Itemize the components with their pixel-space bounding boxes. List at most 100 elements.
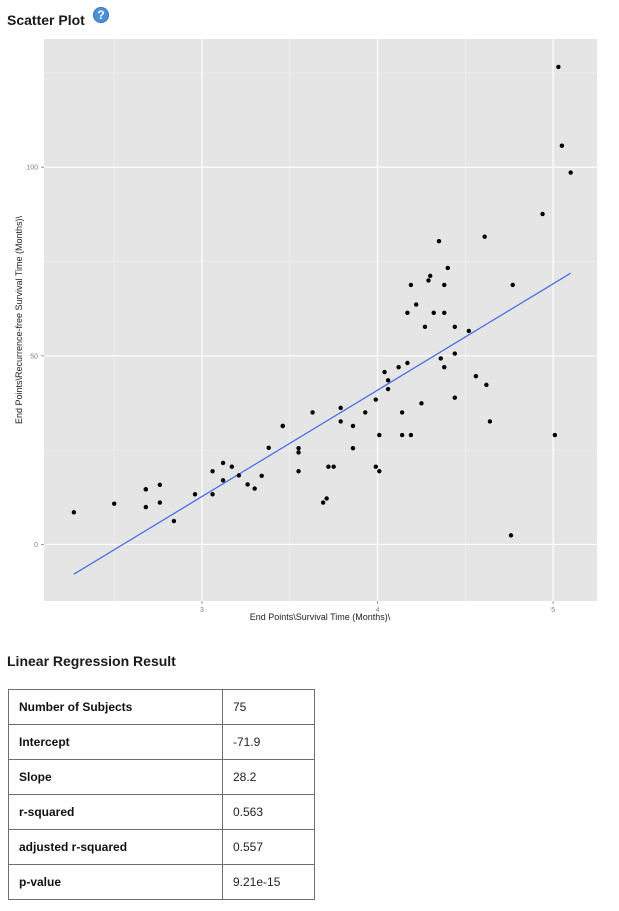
data-point [552,432,558,438]
data-point [157,482,163,488]
data-point [559,143,565,148]
data-point [466,328,472,334]
data-point [326,464,331,469]
data-point [331,464,336,469]
data-point [436,238,442,244]
data-point [220,478,226,483]
axis-ticks: 0 50 100 3 4 5 [26,165,555,614]
row-value: 28.2 [222,759,315,795]
data-point [399,432,405,438]
table-row: Slope 28.2 [8,759,315,795]
table-row: adjusted r-squared 0.557 [8,829,315,865]
data-point [484,382,489,388]
data-point [405,310,410,316]
data-point [259,473,264,478]
row-label: adjusted r-squared [8,829,223,865]
data-point [192,492,198,497]
data-point [431,310,436,316]
regression-line [73,272,572,575]
data-point [143,504,149,510]
data-point [338,405,343,411]
row-label: Number of Subjects [8,689,223,725]
data-point [266,445,271,451]
data-point [428,273,433,279]
row-value: 0.563 [222,794,315,830]
data-point [510,282,515,288]
table-row: Intercept -71.9 [8,724,315,760]
data-point [377,432,382,438]
plot-panel [44,39,597,601]
data-point [540,211,545,217]
data-point [452,324,457,329]
data-point [419,401,424,406]
data-point [71,510,77,515]
data-point [210,469,215,474]
help-icon[interactable]: ? [93,7,109,23]
grid-lines [44,39,597,601]
x-tick-label: 5 [551,607,555,614]
data-point [296,469,301,474]
data-point [405,360,410,366]
data-point [452,351,457,356]
row-value: -71.9 [222,724,315,760]
data-point [210,492,215,497]
data-point [296,450,301,455]
data-point [229,464,235,469]
data-point [296,446,301,451]
data-point [508,533,514,538]
x-tick-label: 3 [200,607,204,614]
data-point [452,395,457,400]
row-label: r-squared [8,794,223,830]
data-point [350,446,356,451]
data-point [310,410,315,415]
x-tick-label: 4 [376,607,380,614]
row-value: 0.557 [222,829,315,865]
data-point [556,64,561,70]
y-tick-label: 0 [34,542,38,549]
data-point [245,482,250,487]
data-point [487,419,493,424]
data-point [112,501,117,506]
data-point [438,356,443,361]
data-point [385,378,391,383]
data-point [385,386,391,392]
page-title: Scatter Plot [7,12,85,28]
y-tick-label: 100 [26,165,38,172]
data-point [422,324,428,329]
data-point [143,487,149,492]
scatter-plot: 0 50 100 3 4 5 End Points\Survival Time (Mont… [14,39,597,622]
data-point [320,500,326,505]
row-label: Intercept [8,724,223,760]
data-point [408,432,414,438]
y-tick-label: 50 [30,353,38,360]
data-point [482,234,487,239]
data-point [373,464,378,469]
row-value: 75 [222,689,315,725]
data-point [280,423,285,429]
data-point [171,518,177,524]
data-point [396,364,401,370]
regression-title: Linear Regression Result [7,653,176,669]
y-axis-label: End Points\Recurrence-free Survival Time… [14,215,24,424]
data-point [442,282,447,288]
row-value: 9.21e-15 [222,864,315,900]
data-point [413,302,419,307]
data-point [399,410,405,415]
data-point [373,397,378,402]
x-axis-label: End Points\Survival Time (Months)\ [250,612,391,622]
data-point [382,369,387,375]
data-point [157,500,163,505]
data-points [71,64,573,538]
data-point [568,170,573,175]
data-point [445,265,450,271]
row-label: Slope [8,759,223,795]
data-point [442,310,447,316]
table-row: Number of Subjects 75 [8,689,315,725]
data-point [236,473,242,478]
data-point [338,419,343,424]
data-point [363,410,368,415]
table-row: r-squared 0.563 [8,794,315,830]
regression-table: Number of Subjects 75 Intercept -71.9 Sl… [8,689,315,900]
data-point [442,364,447,370]
table-row: p-value 9.21e-15 [8,864,315,900]
